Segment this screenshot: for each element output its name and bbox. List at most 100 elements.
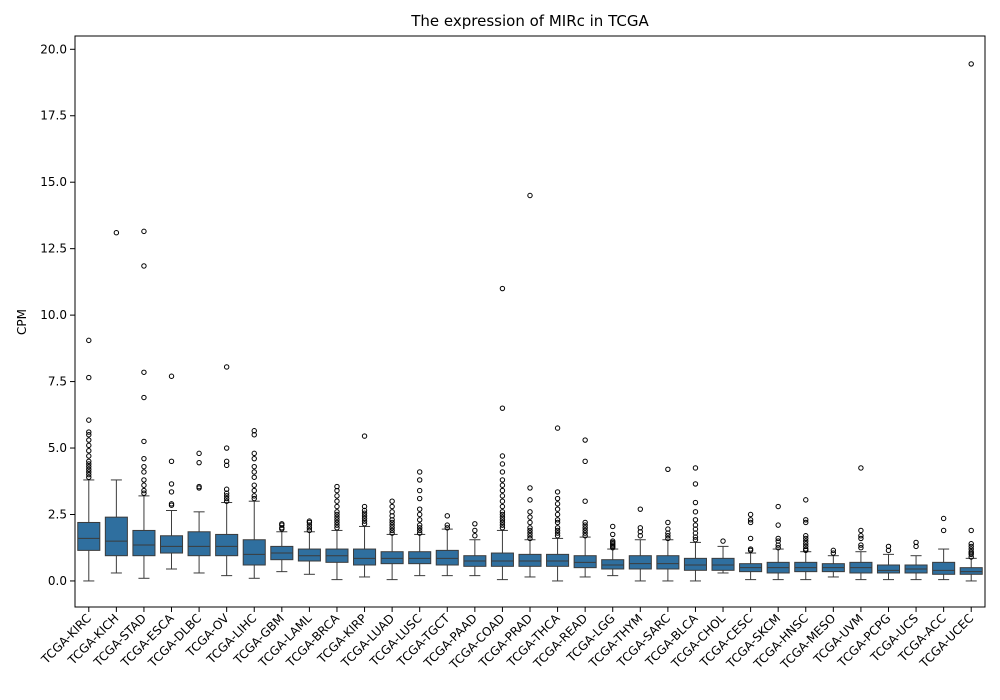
iqr-box (408, 551, 432, 565)
outlier-point (141, 369, 147, 375)
outlier-point (665, 533, 671, 539)
outlier-point (168, 501, 175, 507)
box-tcga-coad (490, 285, 514, 581)
outlier-point (940, 527, 947, 534)
box-tcga-kirc (77, 337, 101, 582)
outlier-point (527, 509, 533, 515)
outlier-point (416, 487, 423, 494)
outlier-point (361, 518, 368, 524)
outlier-point (554, 489, 561, 495)
outlier-point (527, 533, 533, 539)
outlier-point (361, 521, 368, 527)
outlier-point (499, 511, 506, 518)
outlier-point (527, 485, 533, 491)
outlier-point (168, 458, 175, 465)
iqr-box (132, 529, 156, 557)
box-tcga-paad (463, 521, 487, 577)
outlier-point (416, 517, 423, 523)
outlier-point (527, 535, 533, 542)
box-tcga-brca (325, 483, 349, 581)
box-tcga-ucs (904, 539, 928, 581)
outlier-point (444, 522, 450, 528)
outlier-point (141, 455, 147, 462)
outlier-point (499, 498, 506, 504)
outlier-point (86, 458, 92, 465)
iqr-box (297, 548, 321, 562)
box-tcga-uvm (849, 465, 873, 581)
outlier-point (223, 493, 230, 499)
outlier-point (499, 522, 506, 528)
outlier-point (775, 503, 781, 510)
outlier-point (499, 517, 506, 523)
outlier-point (389, 527, 395, 534)
outlier-point (306, 527, 313, 534)
outlier-point (416, 477, 423, 483)
outlier-point (692, 517, 699, 523)
iqr-box (380, 551, 404, 565)
outlier-point (113, 230, 120, 236)
outlier-point (968, 546, 974, 552)
outlier-point (803, 533, 809, 539)
box-tcga-skcm (766, 503, 790, 581)
iqr-box (932, 561, 956, 575)
outlier-point (527, 192, 533, 199)
outlier-point (665, 519, 671, 526)
outlier-point (554, 506, 561, 512)
outlier-point (692, 481, 699, 487)
box-tcga-kich (104, 230, 128, 574)
box-tcga-esca (159, 373, 184, 570)
outlier-point (913, 539, 919, 546)
outlier-point (86, 471, 92, 478)
box-tcga-stad (132, 228, 156, 579)
outlier-point (389, 522, 395, 528)
outlier-point (251, 487, 257, 494)
outlier-point (141, 394, 147, 401)
outlier-point (86, 429, 92, 435)
outlier-point (472, 521, 478, 527)
outlier-point (141, 438, 147, 445)
outlier-point (499, 405, 506, 411)
outlier-point (389, 519, 395, 526)
outlier-point (527, 525, 533, 531)
box-tcga-lihc (242, 428, 266, 579)
box-tcga-thym (628, 506, 652, 582)
outlier-point (803, 541, 809, 547)
outlier-point (472, 533, 478, 539)
box-tcga-kirp (353, 433, 377, 578)
outlier-point (775, 545, 781, 551)
outlier-point (361, 510, 368, 516)
outlier-point (968, 527, 974, 534)
outlier-point (251, 463, 257, 470)
iqr-box (959, 567, 983, 575)
outlier-point (141, 463, 147, 470)
outlier-point (554, 511, 561, 518)
x-axis: TCGA-KIRCTCGA-KICHTCGA-STADTCGA-ESCATCGA… (38, 607, 976, 672)
outlier-point (499, 519, 506, 526)
outlier-point (444, 513, 450, 519)
outlier-point (334, 503, 340, 510)
outlier-point (775, 538, 781, 544)
y-tick-label: 12.5 (40, 242, 67, 256)
outlier-point (582, 525, 588, 531)
outlier-point (86, 437, 92, 443)
iqr-box (159, 535, 184, 554)
outlier-point (968, 541, 974, 547)
outlier-point (527, 514, 533, 520)
iqr-box (435, 549, 459, 566)
outlier-point (389, 525, 395, 531)
y-tick-label: 7.5 (48, 375, 67, 389)
box-tcga-ov (215, 364, 239, 577)
outlier-point (416, 530, 423, 536)
outlier-point (858, 533, 864, 539)
outlier-point (416, 511, 423, 518)
outlier-point (416, 522, 423, 528)
outlier-point (499, 525, 506, 531)
outlier-point (582, 498, 588, 504)
outlier-point (251, 450, 257, 457)
outlier-point (416, 525, 423, 531)
box-tcga-lusc (408, 469, 432, 577)
iqr-box (242, 539, 266, 566)
outlier-point (610, 523, 616, 530)
outlier-point (196, 483, 202, 490)
